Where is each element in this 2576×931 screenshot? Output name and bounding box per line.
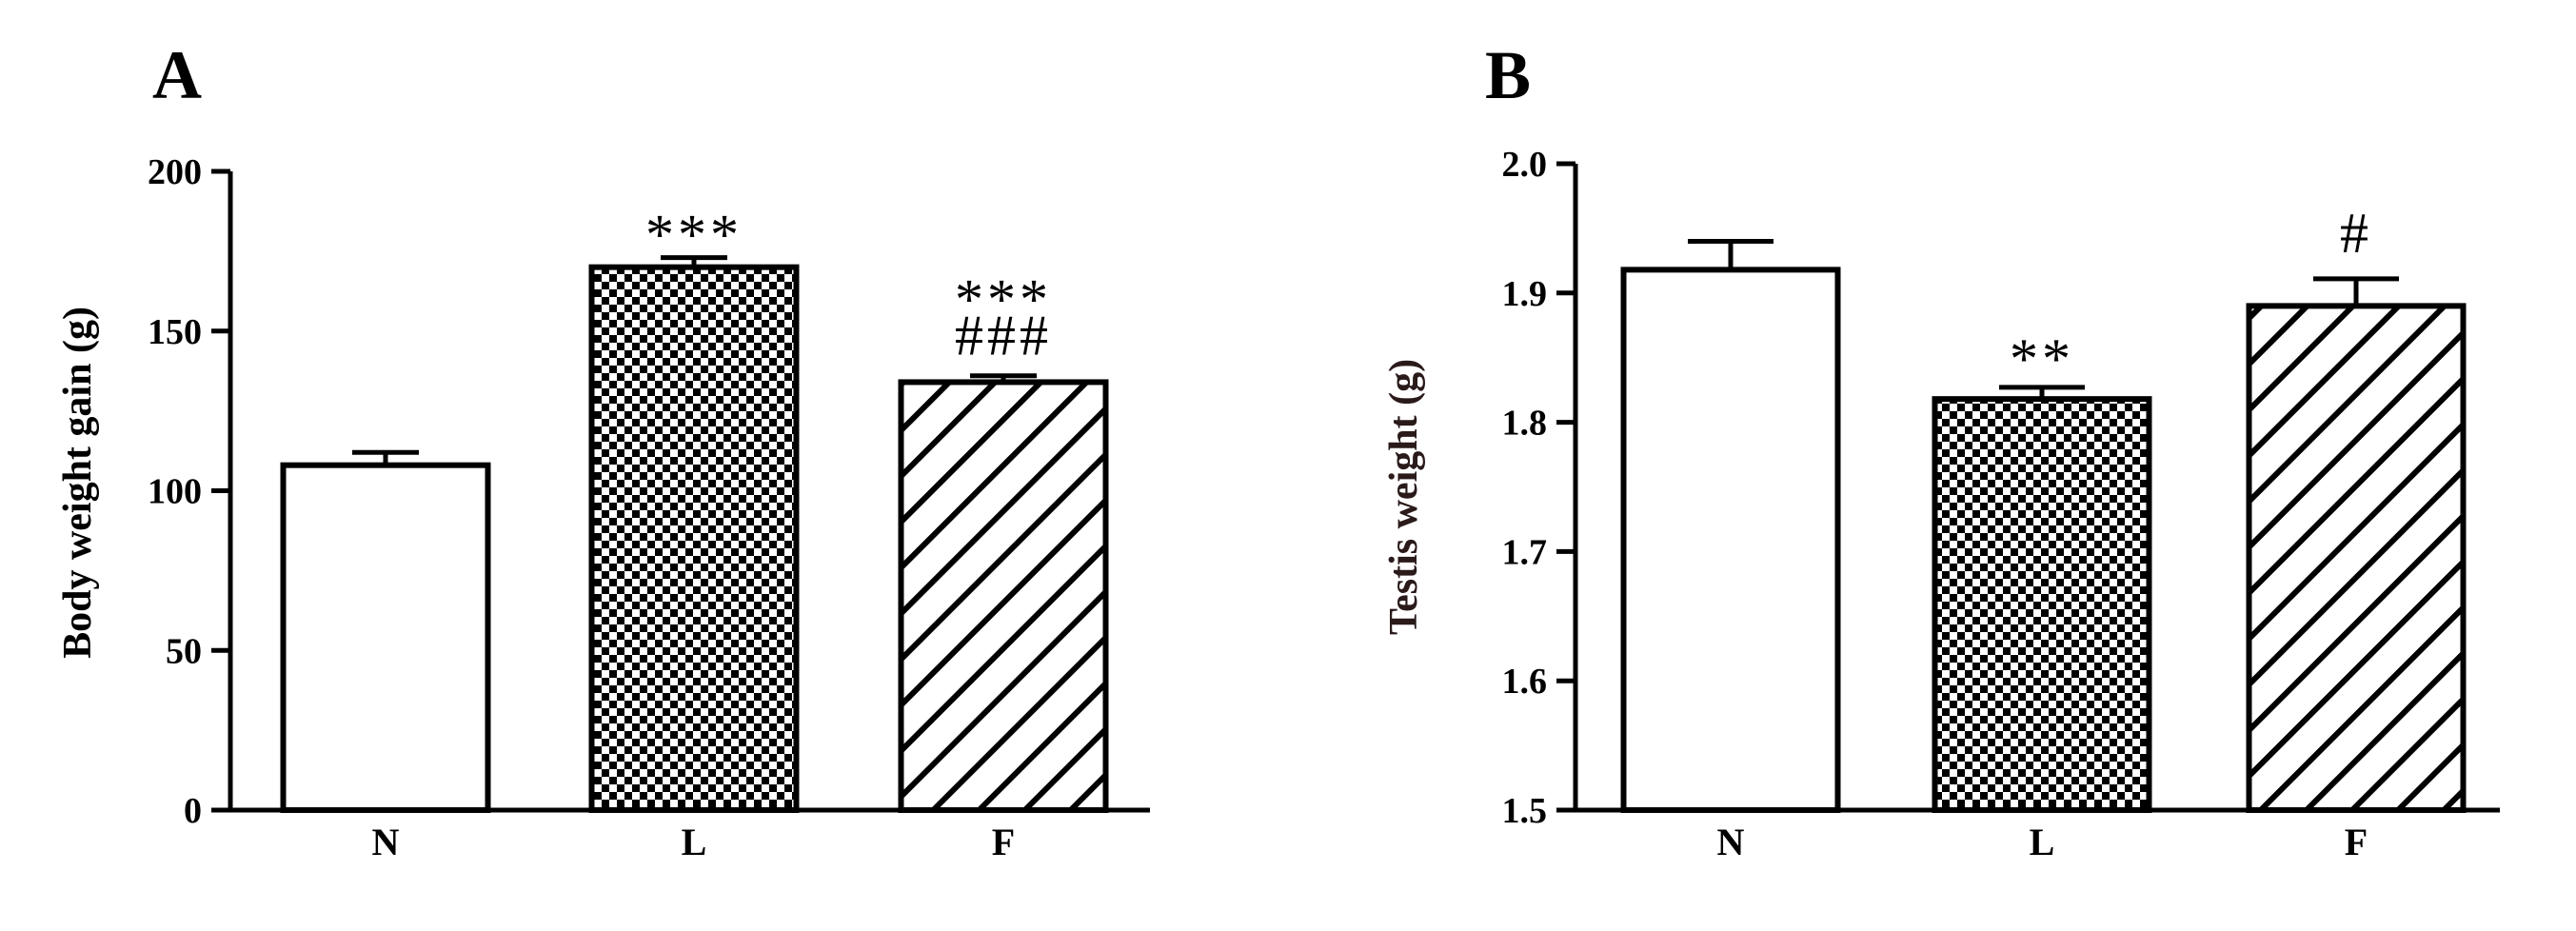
y-tick-label: 1.6 <box>1502 662 1548 702</box>
bar-f <box>2246 303 2467 813</box>
bar-n <box>280 462 491 813</box>
panel-letter: B <box>1485 37 1531 113</box>
y-axis-title: Testis weight (g) <box>1382 359 1426 635</box>
y-tick-label: 1.8 <box>1502 404 1548 444</box>
y-axis-title: Body weight gain (g) <box>56 307 100 659</box>
y-tick-label: 150 <box>148 312 202 352</box>
significance-label: *** <box>955 268 1052 331</box>
category-label: F <box>2345 821 2368 863</box>
panel-b: B Testis weight (g) 1.5 1.6 1.7 1.8 1.9 2.0 N… <box>1382 37 2500 863</box>
category-label: N <box>1717 821 1745 863</box>
y-ticks: 1.5 1.6 1.7 1.8 1.9 2.0 <box>1502 145 1575 831</box>
bar-l <box>1932 396 2152 813</box>
significance-label: ### <box>955 305 1052 367</box>
y-tick-label: 1.7 <box>1502 532 1548 572</box>
category-label: L <box>2030 821 2055 863</box>
y-tick-label: 200 <box>148 152 202 192</box>
bar-f <box>898 379 1109 813</box>
bars <box>280 264 1109 813</box>
category-label: N <box>372 821 400 863</box>
bar-l <box>588 264 800 813</box>
significance-label: # <box>2340 202 2372 265</box>
significance-label: ** <box>2010 327 2074 390</box>
category-label: F <box>992 821 1015 863</box>
y-ticks: 0 50 100 150 200 <box>148 152 230 831</box>
significance-labels: ** # <box>2010 202 2372 390</box>
y-tick-label: 1.9 <box>1502 274 1548 314</box>
panel-letter: A <box>152 37 202 113</box>
significance-labels: ******### <box>645 204 1052 367</box>
bar-n <box>1620 267 1841 813</box>
y-tick-label: 2.0 <box>1502 145 1548 185</box>
error-bars <box>352 255 1037 466</box>
y-tick-label: 100 <box>148 472 202 512</box>
significance-label: *** <box>645 204 743 267</box>
y-tick-label: 0 <box>184 791 202 831</box>
y-tick-label: 1.5 <box>1502 791 1548 831</box>
y-tick-label: 50 <box>166 631 202 671</box>
category-label: L <box>682 821 707 863</box>
error-bars <box>1688 238 2399 400</box>
